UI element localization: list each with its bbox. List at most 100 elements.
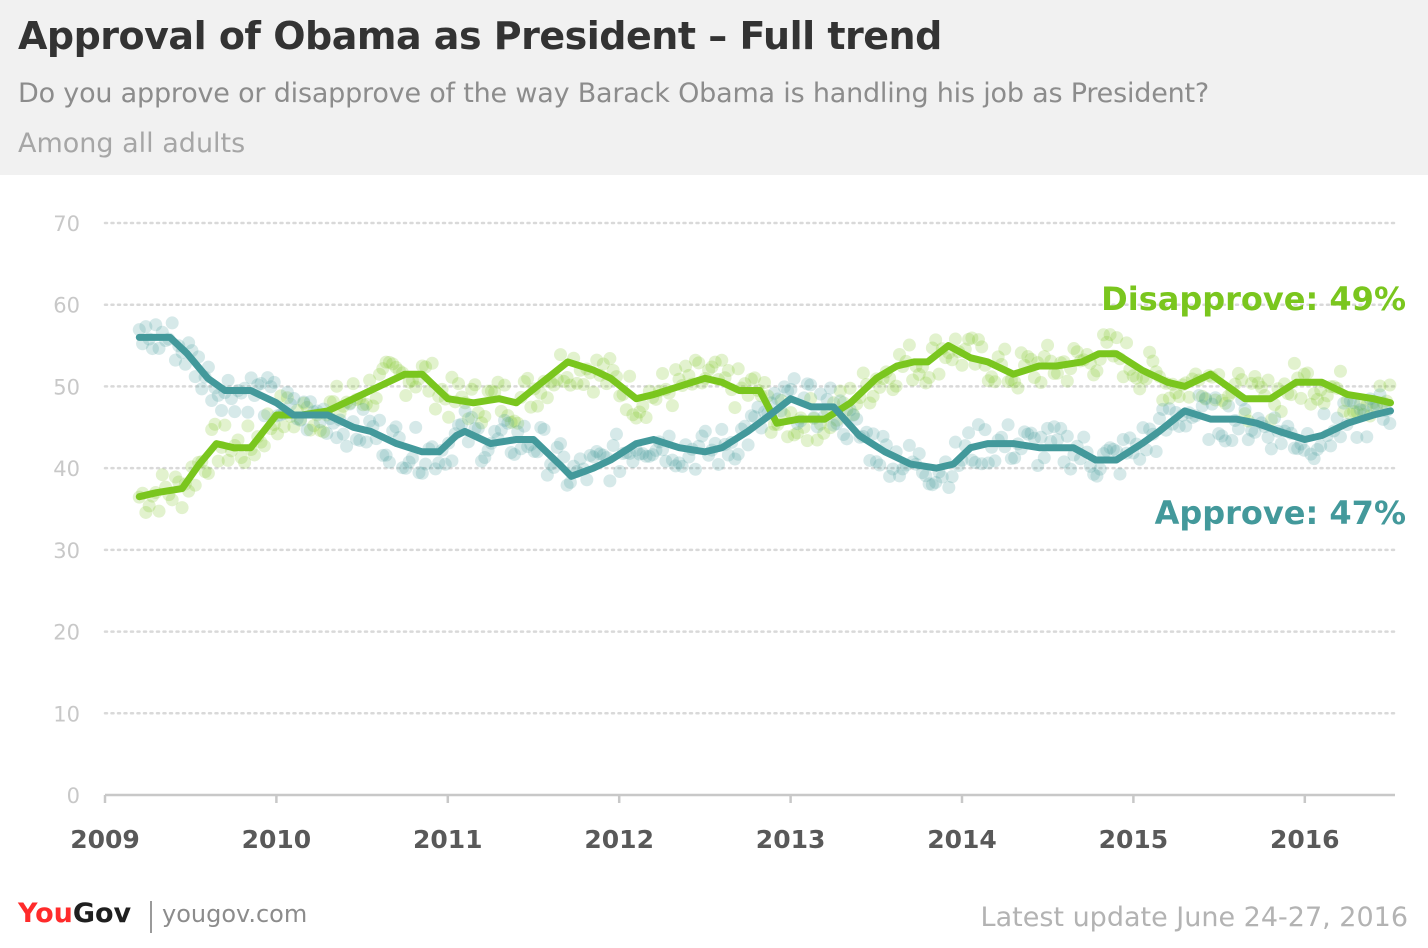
poll-dot [758,375,772,389]
poll-dot [886,462,900,476]
poll-dot [1307,387,1321,401]
poll-dot [1162,391,1176,405]
poll-dot [955,358,969,372]
poll-dot [1011,381,1025,395]
poll-dot [975,340,989,354]
disapprove-trend-line [135,342,1394,501]
poll-dot [208,417,222,431]
poll-dot [1067,342,1081,356]
poll-dot [379,448,393,462]
poll-dot [715,422,729,436]
poll-dot [728,452,742,466]
poll-dot [942,480,956,494]
poll-dot [373,367,387,381]
poll-dot [823,421,837,435]
poll-dot [1261,373,1275,387]
poll-dot [1031,459,1045,473]
poll-dot [1360,430,1374,444]
poll-dot [744,372,758,386]
poll-dot [504,446,518,460]
poll-dot [465,410,479,424]
poll-dot [320,426,334,440]
poll-dot [455,417,469,431]
poll-dot [1287,356,1301,370]
poll-dot [744,409,758,423]
poll-dot [540,468,554,482]
poll-dot [1238,402,1252,416]
poll-dot [919,376,933,390]
poll-dot [570,376,584,390]
poll-dot [1077,430,1091,444]
poll-dot [1297,443,1311,457]
poll-dot [833,384,847,398]
poll-dot [1047,420,1061,434]
poll-dot [458,404,472,418]
y-tick-label: 50 [53,375,80,399]
poll-dot [152,504,166,518]
poll-dot [1136,421,1150,435]
poll-dot [211,454,225,468]
poll-dot [517,375,531,389]
poll-dot [827,418,841,432]
poll-dot [419,457,433,471]
poll-dot [205,393,219,407]
poll-dot [1106,442,1120,456]
poll-dot [837,428,851,442]
poll-dot [507,447,521,461]
poll-dot [688,462,702,476]
poll-dot [721,364,735,378]
poll-dot [386,424,400,438]
poll-dot [445,454,459,468]
poll-dot [1172,390,1186,404]
poll-dot [1268,411,1282,425]
poll-dot [962,332,976,346]
poll-dot [524,400,538,414]
poll-dot [478,410,492,424]
poll-dot [1202,433,1216,447]
poll-dot [1304,397,1318,411]
poll-dot [498,413,512,427]
poll-dot [810,420,824,434]
poll-dot [1235,373,1249,387]
x-tick-label: 2010 [242,825,312,854]
poll-dot [303,395,317,409]
poll-dot [432,456,446,470]
poll-dot [330,379,344,393]
poll-dot [1254,380,1268,394]
poll-dot [1287,441,1301,455]
poll-dot [1057,455,1071,469]
poll-dot [639,411,653,425]
poll-dot [1215,429,1229,443]
poll-dot [201,466,215,480]
poll-dot [1222,399,1236,413]
poll-dot [1129,371,1143,385]
poll-dot [521,440,535,454]
poll-dot [636,447,650,461]
poll-dot [1261,430,1275,444]
poll-dot [869,455,883,469]
poll-dot [353,433,367,447]
poll-dot [1195,399,1209,413]
poll-dot [1169,386,1183,400]
poll-dot [369,391,383,405]
poll-dot [741,438,755,452]
poll-dot [415,359,429,373]
poll-dot [560,478,574,492]
poll-dot [277,420,291,434]
poll-dot [613,389,627,403]
poll-dot [1373,379,1387,393]
poll-dot [1304,447,1318,461]
y-tick-label: 70 [53,212,80,236]
poll-dot [475,454,489,468]
poll-dot [182,336,196,350]
poll-dot [1126,369,1140,383]
poll-dot [1248,369,1262,383]
poll-dot [866,427,880,441]
poll-dot [669,363,683,377]
poll-dot [563,378,577,392]
poll-dot [679,359,693,373]
poll-dot [902,438,916,452]
poll-dot [1047,366,1061,380]
poll-dot [866,389,880,403]
poll-dot [1310,442,1324,456]
